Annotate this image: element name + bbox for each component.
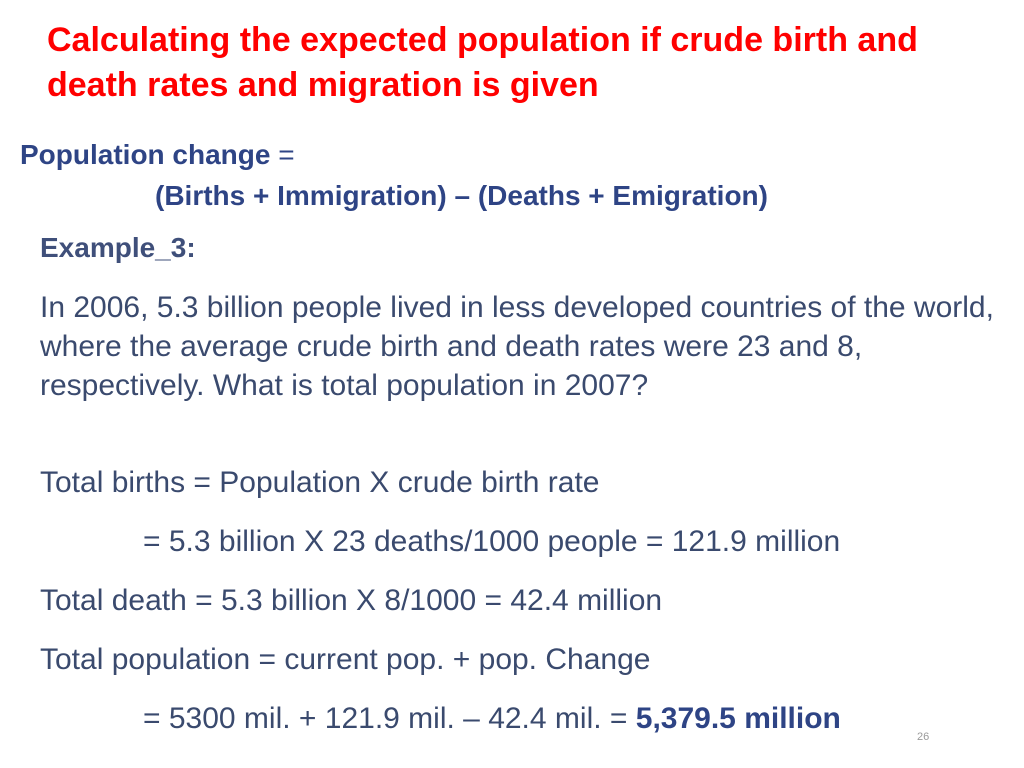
total-births-calculation: = 5.3 billion X 23 deaths/1000 people = … <box>143 525 841 558</box>
final-answer: 5,379.5 million <box>635 702 841 735</box>
example-label: Example_3: <box>40 232 196 263</box>
total-population-calculation: = 5300 mil. + 121.9 mil. – 42.4 mil. = 5… <box>143 699 841 738</box>
equals-sign: = <box>270 139 295 170</box>
page-number: 26 <box>917 731 930 743</box>
total-population-line: Total population = current pop. + pop. C… <box>40 643 651 676</box>
example-question: In 2006, 5.3 billion people lived in les… <box>40 291 994 402</box>
population-change-formula: (Births + Immigration) – (Deaths + Emigr… <box>155 180 768 211</box>
population-change-definition: Population change = <box>20 137 295 173</box>
slide-title: Calculating the expected population if c… <box>47 21 918 104</box>
total-births-line: Total births = Population X crude birth … <box>40 466 600 499</box>
total-death-line: Total death = 5.3 billion X 8/1000 = 42.… <box>40 584 663 617</box>
population-change-label: Population change <box>20 139 271 170</box>
calculation-prefix: = 5300 mil. + 121.9 mil. – 42.4 mil. = <box>143 702 636 735</box>
